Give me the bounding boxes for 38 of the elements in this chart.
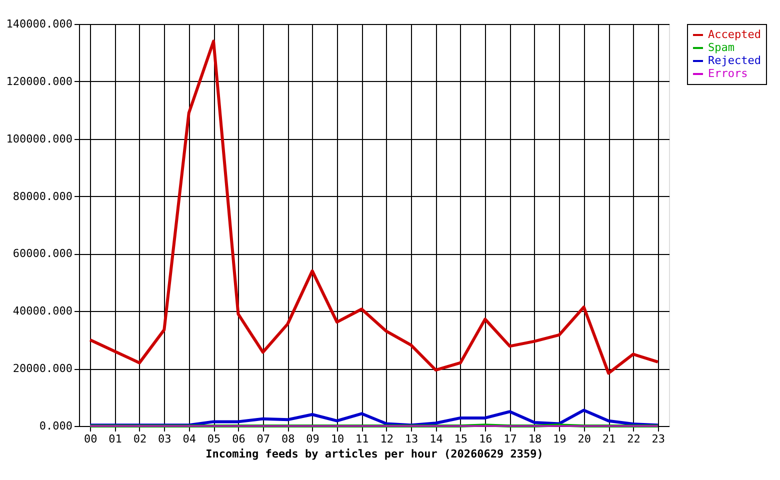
y-tick-label: 140000.000 <box>6 18 72 30</box>
x-tick-label: 02 <box>133 432 147 446</box>
y-tick-label: 60000.000 <box>12 247 72 260</box>
x-tick-label: 01 <box>108 432 122 446</box>
x-tick-label: 11 <box>356 432 369 446</box>
legend-label: Rejected <box>708 54 761 67</box>
x-tick-label: 14 <box>430 432 444 446</box>
y-tick-label: 40000.000 <box>12 304 72 318</box>
x-axis-title: Incoming feeds by articles per hour (20260629 2359) <box>206 448 544 460</box>
x-tick-label: 19 <box>553 432 566 446</box>
x-tick-label: 18 <box>528 432 542 446</box>
x-tick-label: 17 <box>504 432 517 446</box>
x-tick-label: 13 <box>404 432 418 446</box>
x-tick-label: 05 <box>207 432 221 446</box>
y-tick-label: 80000.000 <box>12 190 72 203</box>
x-tick-label: 16 <box>478 432 492 446</box>
legend-label: Accepted <box>708 28 761 41</box>
x-tick-label: 09 <box>306 432 320 446</box>
legend-label: Spam <box>708 41 735 54</box>
x-tick-label: 10 <box>330 432 344 446</box>
x-tick-label: 06 <box>232 432 246 446</box>
x-tick-label: 15 <box>454 432 468 446</box>
x-tick-label: 04 <box>182 432 196 446</box>
x-tick-label: 03 <box>158 432 172 446</box>
x-tick-label: 12 <box>380 432 394 446</box>
x-tick-label: 21 <box>602 432 616 446</box>
legend-label: Errors <box>708 67 748 80</box>
x-tick-label: 23 <box>652 432 666 446</box>
y-tick-label: 20000.000 <box>12 362 72 376</box>
line-series <box>88 40 660 375</box>
x-tick-label: 07 <box>256 432 270 446</box>
y-tick-label: 120000.000 <box>6 74 72 88</box>
x-tick-label: 22 <box>627 432 640 446</box>
x-tick-label: 08 <box>281 432 295 446</box>
x-tick-label: 20 <box>578 432 591 446</box>
y-tick-label: 100000.000 <box>6 132 72 146</box>
x-tick-label: 00 <box>84 432 98 446</box>
y-tick-label: 0.000 <box>39 420 72 432</box>
